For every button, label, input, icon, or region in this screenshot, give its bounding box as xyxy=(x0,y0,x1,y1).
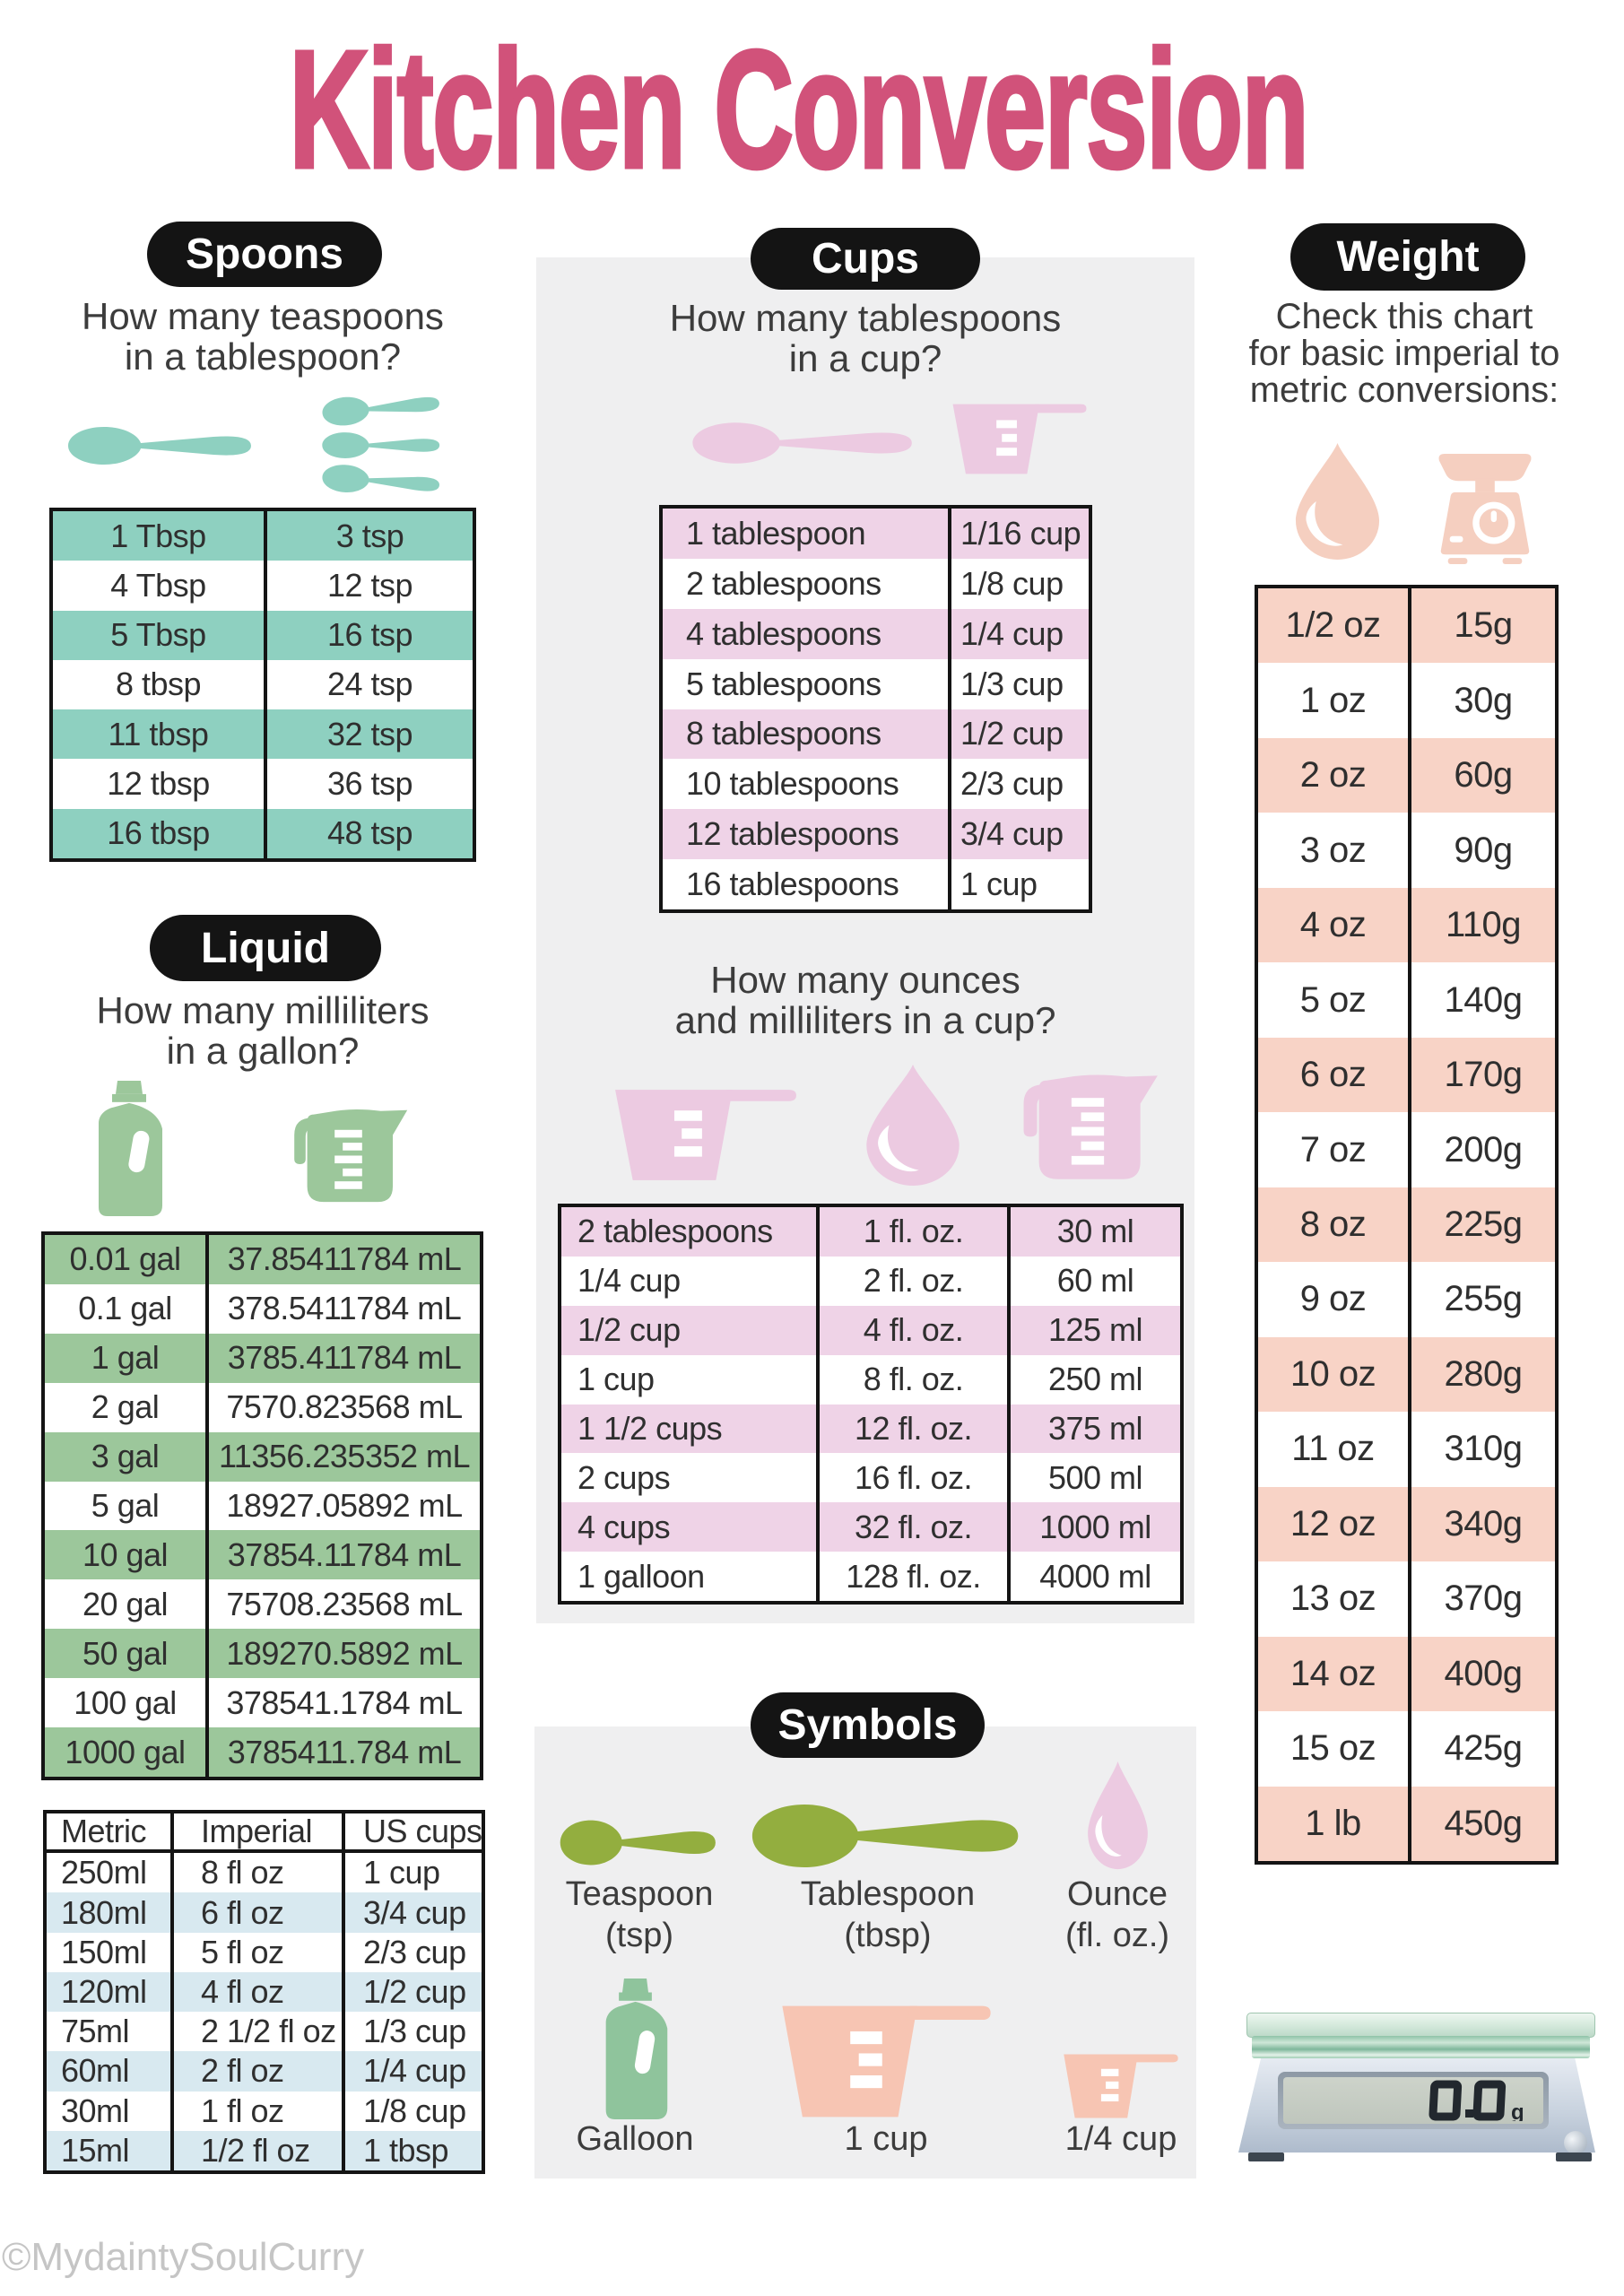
svg-text:g: g xyxy=(1511,2100,1524,2121)
